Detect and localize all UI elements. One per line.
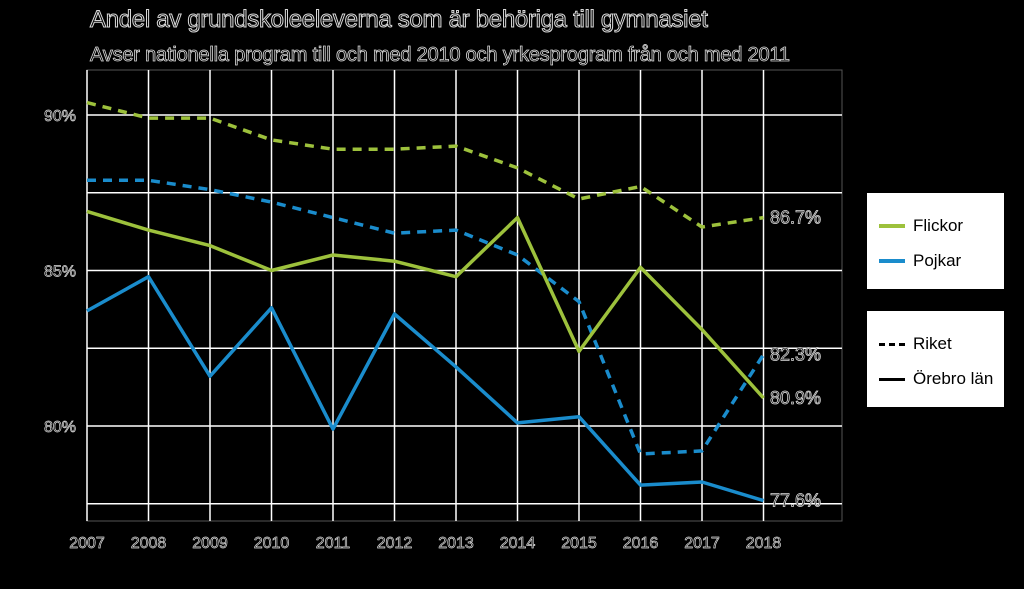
x-tick-label-2015: 2015: [561, 535, 597, 552]
x-tick-label-2008: 2008: [131, 535, 167, 552]
x-tick-label-2018: 2018: [746, 535, 782, 552]
legend-swatch-pojkar: [879, 259, 905, 263]
y-tick-label-2: 80%: [44, 419, 76, 436]
series-line-riket-flickor: [86, 100, 764, 229]
x-tick-label-2014: 2014: [500, 535, 536, 552]
legend-item-orebro: Örebro län: [867, 367, 993, 391]
chart-title: Andel av grundskoleeleverna som är behör…: [90, 6, 709, 34]
x-tick-label-2012: 2012: [377, 535, 413, 552]
x-tick-label-2009: 2009: [192, 535, 228, 552]
legend-region: Riket Örebro län: [866, 310, 1005, 408]
end-label-3: 77.6%: [770, 491, 821, 511]
series-line-orebro-flickor: [86, 209, 765, 400]
x-tick-label-2007: 2007: [69, 535, 105, 552]
legend-label-riket: Riket: [913, 334, 952, 353]
x-tick-label-2013: 2013: [438, 535, 474, 552]
y-tick-label-0: 90%: [44, 108, 76, 125]
legend-label-flickor: Flickor: [913, 216, 964, 235]
legend-label-pojkar: Pojkar: [913, 251, 962, 270]
x-tick-label-2016: 2016: [623, 535, 659, 552]
legend-item-flickor: Flickor: [867, 214, 963, 238]
end-label-0: 86.7%: [770, 208, 821, 228]
series-line-riket-pojkar: [87, 178, 765, 456]
x-tick-label-2010: 2010: [254, 535, 290, 552]
legend-item-pojkar: Pojkar: [867, 249, 961, 273]
x-tick-label-2011: 2011: [316, 535, 351, 552]
chart-subtitle: Avser nationella program till och med 20…: [90, 44, 791, 67]
legend-solid-orebro: [879, 377, 905, 381]
legend-dash-riket: [879, 342, 905, 346]
y-tick-label-1: 85%: [44, 264, 76, 281]
end-label-2: 80.9%: [770, 388, 821, 408]
legend-label-orebro: Örebro län: [913, 369, 994, 388]
legend-gender: Flickor Pojkar: [866, 192, 1005, 290]
plot-frame: [86, 69, 843, 522]
legend-swatch-flickor: [879, 224, 905, 228]
series-line-orebro-pojkar: [86, 274, 765, 503]
legend-item-riket: Riket: [867, 332, 952, 356]
end-label-1: 82.3%: [770, 344, 821, 364]
x-tick-label-2017: 2017: [684, 535, 720, 552]
